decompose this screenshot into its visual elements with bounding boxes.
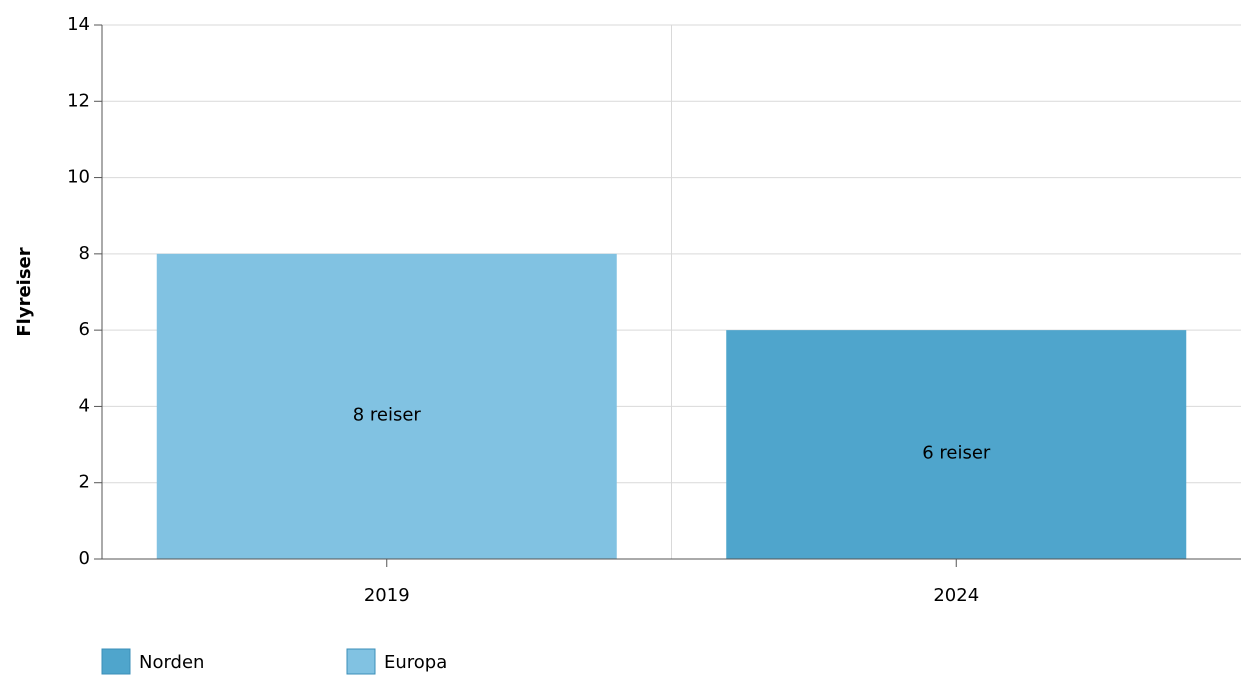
y-tick-label: 6 <box>79 319 90 340</box>
y-tick-label: 12 <box>67 90 90 111</box>
bar <box>156 253 617 559</box>
y-tick-label: 4 <box>79 395 90 416</box>
y-tick-label: 10 <box>67 167 90 188</box>
y-tick-label: 8 <box>79 243 90 264</box>
data-label: 6 reiser <box>922 443 991 464</box>
y-tick-label: 14 <box>67 14 90 35</box>
x-tick-label: 2019 <box>364 585 410 606</box>
y-tick-label: 2 <box>79 472 90 493</box>
legend-swatch <box>346 648 376 675</box>
legend-label: Europa <box>384 652 447 673</box>
legend-label: Norden <box>139 652 204 673</box>
y-axis-label: Flyreiser <box>14 247 35 336</box>
y-tick-label: 0 <box>79 548 90 569</box>
x-tick-label: 2024 <box>933 585 979 606</box>
legend-swatch <box>101 648 131 675</box>
data-label: 8 reiser <box>353 404 422 425</box>
bar <box>726 330 1187 559</box>
